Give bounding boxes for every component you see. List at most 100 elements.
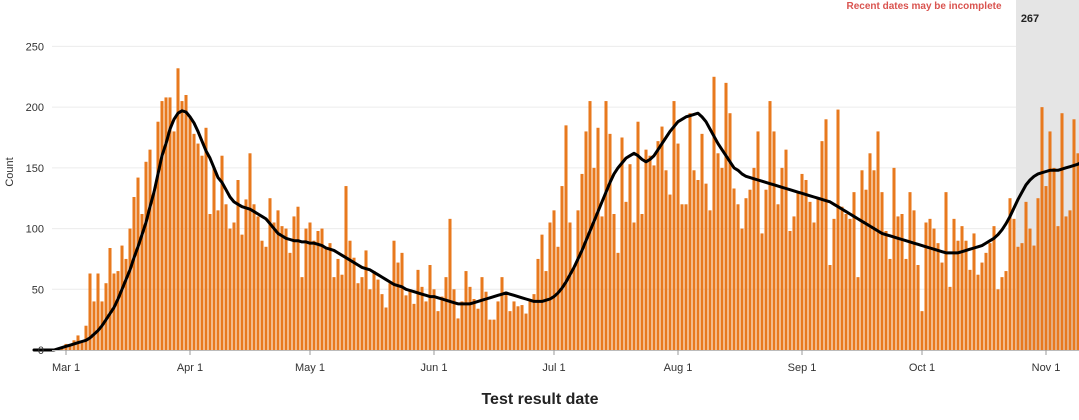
bar	[440, 296, 444, 350]
bar	[888, 258, 892, 350]
bar	[172, 131, 176, 350]
bar	[648, 155, 652, 350]
x-axis-label: Test result date	[481, 391, 598, 408]
bar	[1056, 226, 1060, 350]
bar	[588, 101, 592, 350]
bar	[1052, 167, 1056, 350]
bar	[1016, 246, 1020, 350]
bar	[696, 180, 700, 350]
bar	[332, 277, 336, 350]
bar	[1044, 186, 1048, 350]
bar	[956, 240, 960, 350]
bar	[80, 340, 84, 350]
bar	[512, 301, 516, 350]
bar	[204, 127, 208, 350]
bar	[788, 231, 792, 350]
bar	[784, 149, 788, 350]
bar	[236, 180, 240, 350]
bar	[288, 252, 292, 350]
bar	[436, 311, 440, 350]
bar	[876, 131, 880, 350]
bar	[1032, 245, 1036, 350]
bar	[1012, 218, 1016, 350]
bar	[964, 240, 968, 350]
bar	[720, 167, 724, 350]
bar	[820, 141, 824, 350]
bar	[796, 192, 800, 350]
bar	[792, 216, 796, 350]
bar	[168, 97, 172, 351]
bar	[480, 277, 484, 350]
bar	[544, 271, 548, 350]
bar	[808, 201, 812, 350]
bar	[580, 173, 584, 350]
bar	[132, 197, 136, 350]
bar	[488, 319, 492, 350]
bar	[140, 214, 144, 350]
bar	[604, 101, 608, 350]
bar	[848, 218, 852, 350]
bar	[896, 216, 900, 350]
bar	[112, 273, 116, 350]
bar	[508, 311, 512, 350]
bar	[668, 194, 672, 350]
bar	[496, 301, 500, 350]
bar	[936, 243, 940, 350]
bar	[208, 214, 212, 350]
bar	[944, 192, 948, 350]
bar	[200, 155, 204, 350]
bar	[420, 286, 424, 350]
bar	[760, 233, 764, 350]
bar	[624, 201, 628, 350]
bar	[520, 305, 524, 350]
bar	[96, 273, 100, 350]
bar	[460, 301, 464, 350]
bar	[472, 299, 476, 350]
bar	[640, 214, 644, 350]
bar	[300, 277, 304, 350]
bar	[280, 226, 284, 350]
bar	[940, 262, 944, 350]
bar	[620, 137, 624, 350]
bar	[716, 153, 720, 350]
bar	[108, 248, 112, 350]
bar	[644, 149, 648, 350]
bar	[664, 170, 668, 350]
y-tick-label: 250	[26, 41, 44, 53]
bar	[216, 210, 220, 350]
bar	[652, 165, 656, 350]
bar	[504, 291, 508, 350]
bar	[1040, 107, 1044, 350]
bar	[524, 313, 528, 350]
y-tick-label: 150	[26, 163, 44, 175]
bar	[704, 183, 708, 350]
bar	[444, 277, 448, 350]
bar	[368, 289, 372, 350]
y-tick-label: 100	[26, 224, 44, 236]
bar	[468, 286, 472, 350]
bar	[768, 101, 772, 350]
bar	[260, 240, 264, 350]
x-tick-label: Aug 1	[664, 362, 693, 374]
bar	[364, 250, 368, 350]
bar	[268, 198, 272, 350]
bar	[976, 274, 980, 350]
bar	[756, 131, 760, 350]
bar	[724, 82, 728, 351]
bar	[256, 216, 260, 350]
bar	[1072, 119, 1076, 350]
bar	[272, 222, 276, 350]
bar	[152, 192, 156, 350]
bar	[304, 228, 308, 350]
bar	[284, 228, 288, 350]
bar	[188, 116, 192, 350]
bar	[1000, 277, 1004, 350]
bar	[672, 101, 676, 350]
bar	[864, 189, 868, 350]
bar	[84, 325, 88, 350]
bar	[568, 222, 572, 350]
bar	[176, 68, 180, 350]
bar	[924, 222, 928, 350]
bar	[180, 101, 184, 350]
